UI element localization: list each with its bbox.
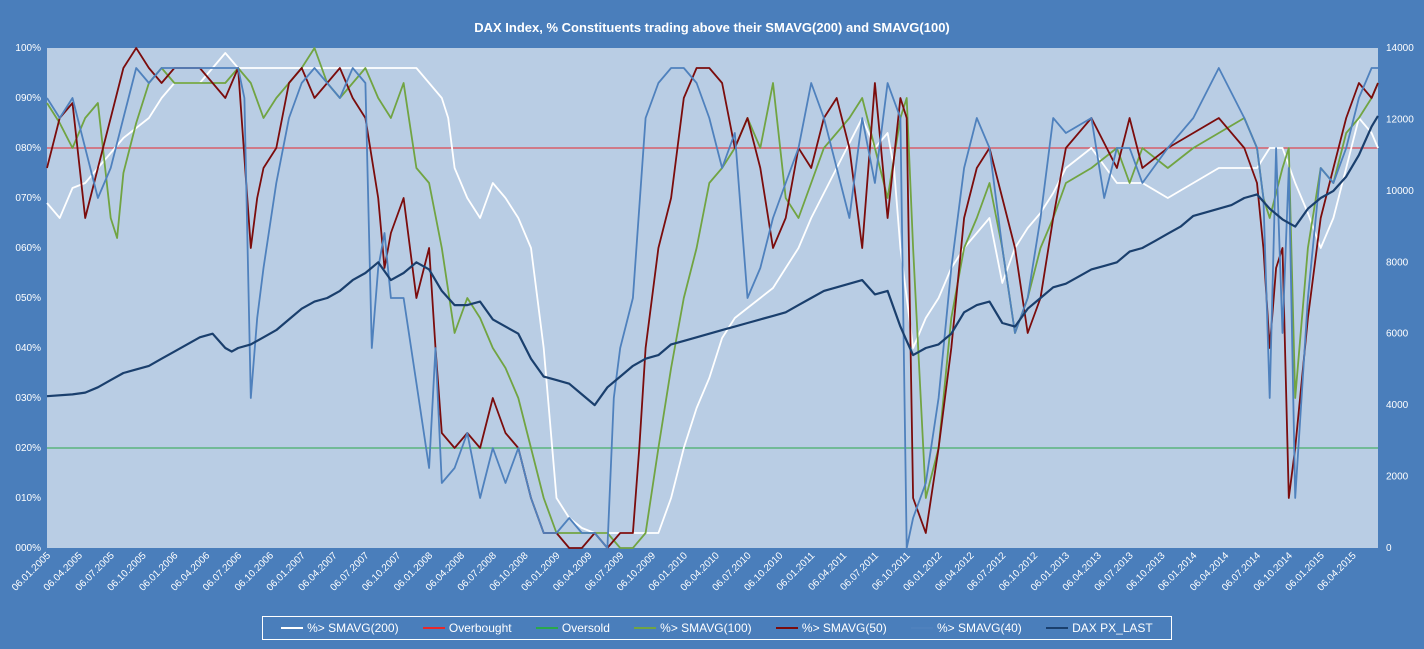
y-left-tick-label: 060% — [15, 243, 41, 254]
legend-swatch — [535, 627, 558, 629]
legend-item: %> SMAVG(100) — [634, 621, 752, 635]
y-right-tick-label: 2000 — [1386, 472, 1409, 483]
y-right-tick-label: 10000 — [1386, 186, 1414, 197]
y-left-tick-label: 070% — [15, 193, 41, 204]
legend-label: DAX PX_LAST — [1072, 621, 1153, 635]
y-left-tick-label: 010% — [15, 493, 41, 504]
legend: %> SMAVG(200) Overbought Oversold %> SMA… — [262, 616, 1172, 640]
legend-item: %> SMAVG(200) — [281, 621, 399, 635]
series-line-dax-px-last — [46, 115, 1379, 407]
series-line-smavg-40 — [46, 67, 1378, 549]
y-left-tick-label: 050% — [15, 293, 41, 304]
legend-label: Overbought — [448, 621, 512, 635]
legend-label: %> SMAVG(40) — [936, 621, 1022, 635]
y-left-tick-label: 100% — [15, 43, 41, 54]
legend-swatch — [281, 627, 304, 629]
y-right-tick-label: 14000 — [1386, 43, 1414, 54]
legend-swatch — [775, 627, 798, 629]
y-right-tick-label: 0 — [1386, 543, 1392, 554]
y-left-tick-label: 080% — [15, 143, 41, 154]
y-left-tick-label: 000% — [15, 543, 41, 554]
y-right-tick-label: 6000 — [1386, 329, 1409, 340]
series-line-smavg-50 — [46, 47, 1379, 549]
y-right-tick-label: 8000 — [1386, 257, 1409, 268]
series-line-smavg-200 — [46, 52, 1379, 534]
legend-label: %> SMAVG(200) — [307, 621, 399, 635]
y-left-tick-label: 040% — [15, 343, 41, 354]
y-left-tick-label: 020% — [15, 443, 41, 454]
legend-item: DAX PX_LAST — [1046, 621, 1153, 635]
legend-item: %> SMAVG(50) — [775, 621, 887, 635]
legend-swatch — [634, 627, 657, 629]
y-right-tick-label: 12000 — [1386, 114, 1414, 125]
legend-label: %> SMAVG(100) — [660, 621, 752, 635]
legend-label: Oversold — [561, 621, 610, 635]
plot-area — [47, 48, 1378, 548]
y-right-tick-label: 4000 — [1386, 400, 1409, 411]
chart-title: DAX Index, % Constituents trading above … — [474, 20, 950, 35]
legend-swatch — [1046, 627, 1069, 629]
legend-item: %> SMAVG(40) — [910, 621, 1022, 635]
legend-item: Oversold — [535, 621, 610, 635]
legend-label: %> SMAVG(50) — [801, 621, 887, 635]
y-left-tick-label: 030% — [15, 393, 41, 404]
legend-swatch — [910, 627, 933, 629]
y-left-tick-label: 090% — [15, 93, 41, 104]
legend-item: Overbought — [422, 621, 512, 635]
legend-swatch — [422, 627, 445, 629]
